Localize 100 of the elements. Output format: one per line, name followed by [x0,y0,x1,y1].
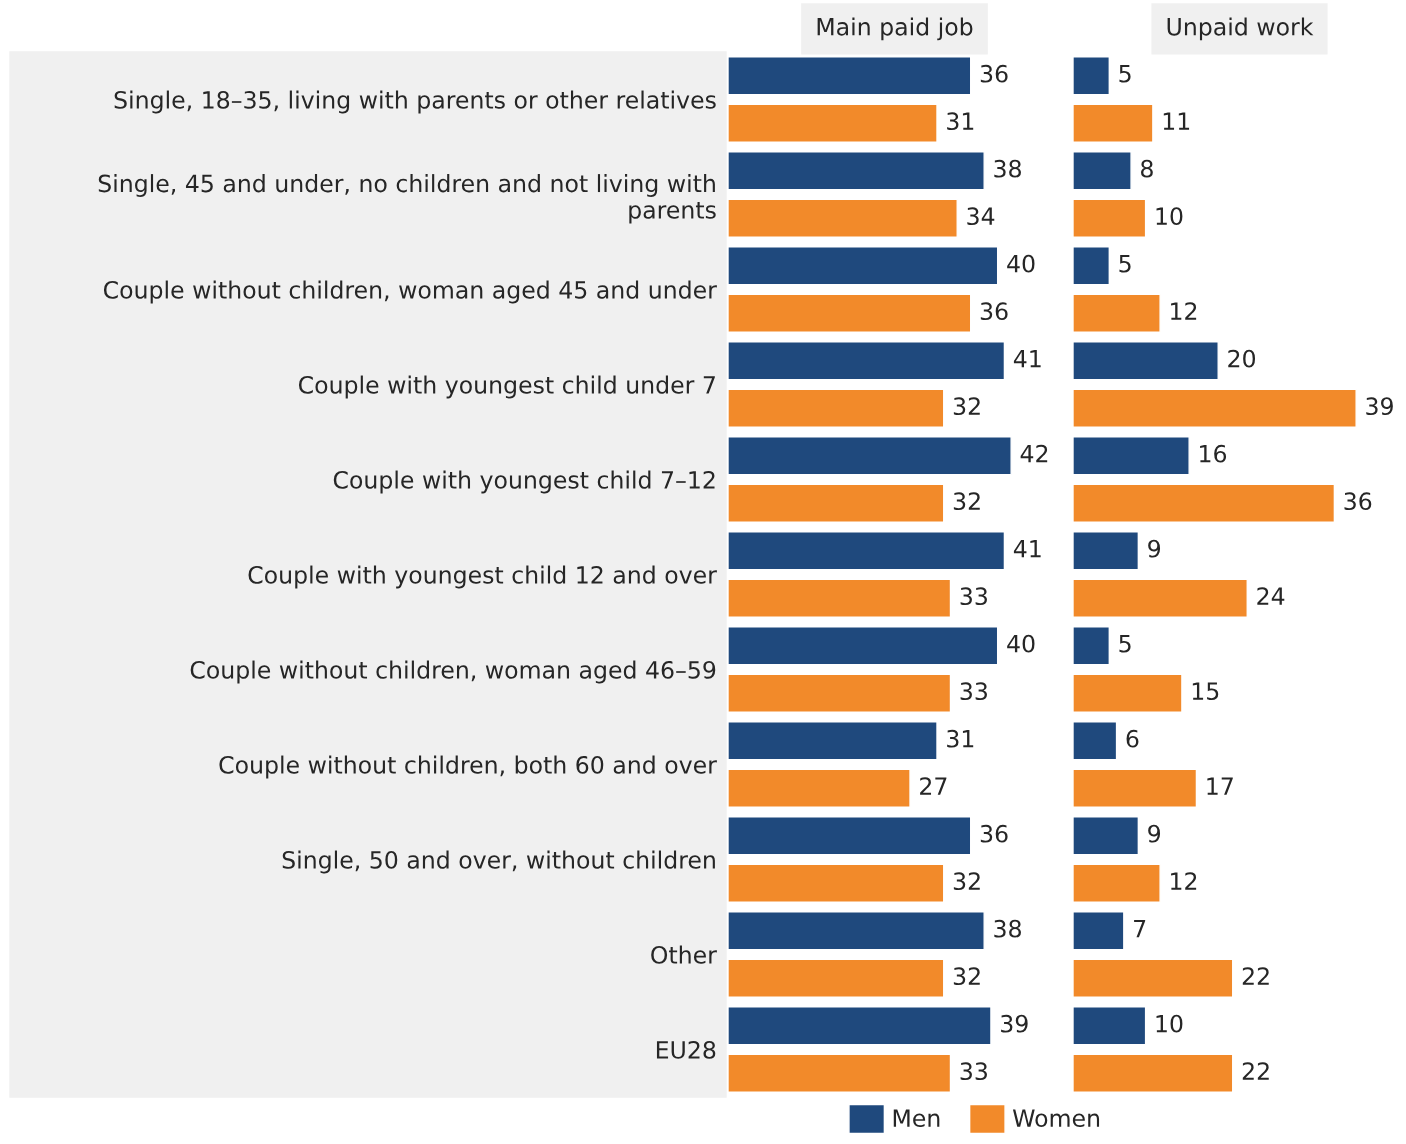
bar [728,1053,952,1093]
data-label: 16 [1200,444,1227,463]
data-label: 36 [980,64,1008,83]
data-label: 22 [1242,967,1269,985]
bar [728,531,1006,571]
data-label: 9 [1148,824,1161,843]
bar [728,911,985,951]
bar [728,341,1006,381]
bar [728,436,1012,476]
data-label: 10 [1156,1014,1183,1033]
data-label: 6 [1126,729,1139,748]
data-label: 20 [1228,349,1256,368]
bar [728,388,945,428]
bar [1073,103,1154,143]
y-tick-label: Couple with youngest child 12 and over [248,565,717,589]
y-tick-label: Couple without children, both 60 and over [219,755,717,779]
data-label: 31 [947,112,974,131]
chart-title: Unpaid work [1167,17,1314,41]
data-label: 32 [953,492,980,511]
bar [728,768,911,808]
bar [1073,341,1219,381]
data-label: 24 [1257,587,1285,605]
y-tick-label: Single, 45 and under, no children and not living with parents [98,174,716,224]
y-tick-label: Single, 50 and over, without children [282,850,715,874]
data-label: 5 [1119,65,1131,83]
bar [728,673,952,713]
bar [1073,578,1248,618]
legend-label: Men [893,1109,940,1128]
data-label: 31 [947,729,974,748]
data-label: 7 [1134,920,1146,938]
data-label: 33 [960,1062,987,1081]
bar [1073,863,1161,903]
data-label: 38 [994,919,1021,938]
data-label: 15 [1192,682,1219,701]
data-label: 39 [1001,1014,1028,1033]
data-label: 41 [1013,350,1041,368]
bar [728,198,958,238]
data-label: 39 [1366,397,1393,416]
data-label: 8 [1141,159,1153,178]
data-label: 32 [953,872,980,891]
y-tick-label: Couple with youngest child under 7 [298,375,715,399]
data-label: 42 [1020,444,1048,463]
data-label: 32 [953,397,980,416]
bar [1073,1053,1234,1093]
chart-title: Main paid job [817,17,973,41]
bar [1073,198,1147,238]
bar [728,293,972,333]
data-label: 40 [1007,254,1035,273]
bar [1073,531,1140,571]
bar [1073,151,1132,191]
bar [728,103,938,143]
bar [1073,958,1234,998]
data-label: 11 [1163,112,1190,130]
y-tick-label: Other [651,945,717,964]
data-label: 17 [1207,777,1233,795]
bar [1073,911,1125,951]
data-label: 33 [960,682,987,701]
data-label: 5 [1119,635,1131,653]
data-label: 36 [1344,492,1372,511]
bar [1073,1006,1147,1046]
bar [728,863,945,903]
data-label: 5 [1119,255,1131,273]
data-label: 12 [1171,302,1197,320]
bar [1073,436,1190,476]
bar [1073,768,1198,808]
bar [1073,626,1110,666]
bar [728,958,945,998]
bar [728,626,999,666]
bar [1073,673,1183,713]
bar [728,483,945,523]
bar [728,246,999,286]
data-label: 27 [920,777,947,795]
bar [728,578,952,618]
data-label: 9 [1148,539,1161,558]
data-label: 33 [960,587,987,606]
data-label: 12 [1171,872,1197,890]
data-label: 36 [980,824,1008,843]
y-tick-label: EU28 [656,1040,716,1059]
bar [1073,388,1357,428]
data-label: 32 [953,967,980,986]
bar [1073,56,1110,96]
data-label: 36 [980,302,1008,321]
bar [728,1006,992,1046]
y-tick-label: Couple without children, woman aged 45 and under [103,280,717,304]
y-tick-label: Couple without children, woman aged 46–59 [190,660,716,684]
y-tick-label: Couple with youngest child 7–12 [333,470,715,494]
bar [1073,483,1336,523]
data-label: 34 [967,207,995,226]
y-tick-label: Single, 18–35, living with parents or other relatives [114,90,716,114]
bar [1073,721,1118,761]
legend-label: Women [1012,1109,1100,1128]
bar [1073,246,1110,286]
data-label: 40 [1007,634,1035,653]
bar [1073,816,1140,856]
data-label: 41 [1013,540,1041,558]
data-label: 38 [994,159,1021,178]
bar [728,816,972,856]
data-label: 22 [1242,1062,1269,1080]
bar [728,721,938,761]
bar [1073,293,1161,333]
